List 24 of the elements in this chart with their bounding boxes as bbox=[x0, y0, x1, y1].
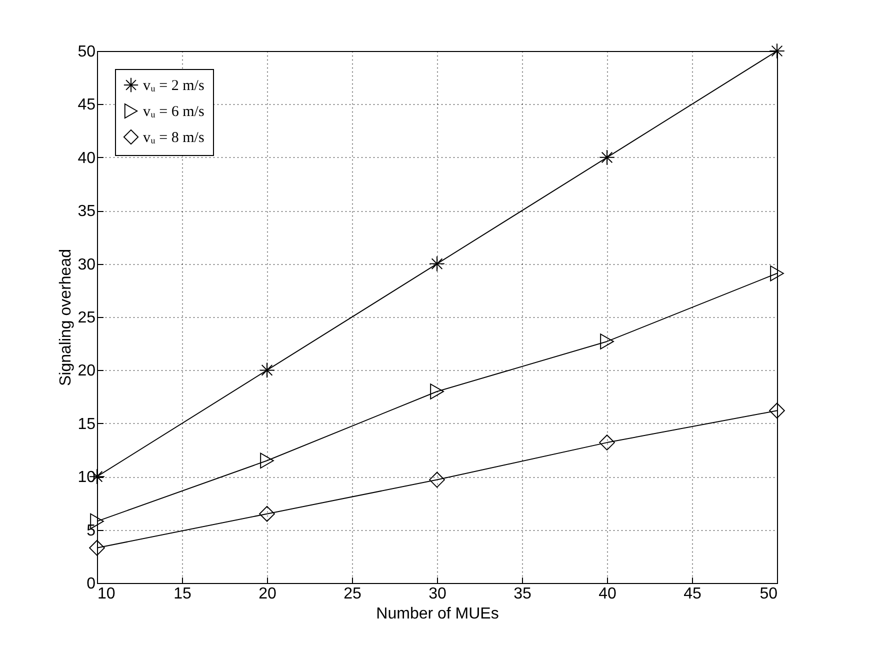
legend-label: vᵤ = 2 m/s bbox=[143, 78, 204, 94]
y-tick-label: 20 bbox=[78, 362, 96, 380]
x-tick-label: 40 bbox=[598, 586, 616, 602]
x-axis-title: Number of MUEs bbox=[376, 606, 499, 622]
x-tick-label: 15 bbox=[174, 586, 192, 602]
x-tick-label: 35 bbox=[514, 586, 532, 602]
x-tick-label: 50 bbox=[760, 586, 778, 602]
x-tick-label: 20 bbox=[258, 586, 276, 602]
y-tick-label: 50 bbox=[78, 44, 96, 60]
x-tick-label: 25 bbox=[344, 586, 362, 602]
y-tick-label: 35 bbox=[78, 203, 96, 220]
y-tick-label: 40 bbox=[78, 150, 96, 167]
y-tick-label: 25 bbox=[78, 310, 96, 326]
y-tick-label: 15 bbox=[78, 416, 96, 433]
x-tick-label: 30 bbox=[428, 586, 446, 602]
y-tick-label: 30 bbox=[78, 256, 96, 274]
x-tick-label: 45 bbox=[684, 586, 702, 602]
y-axis-title: Signaling overhead bbox=[58, 249, 75, 386]
legend-label: vᵤ = 8 m/s bbox=[143, 130, 204, 146]
y-tick-label: 5 bbox=[86, 522, 96, 540]
y-tick-label: 0 bbox=[86, 576, 96, 592]
x-tick-label: 10 bbox=[98, 586, 116, 602]
y-tick-label: 45 bbox=[78, 96, 96, 114]
legend-label: vᵤ = 6 m/s bbox=[143, 104, 204, 120]
